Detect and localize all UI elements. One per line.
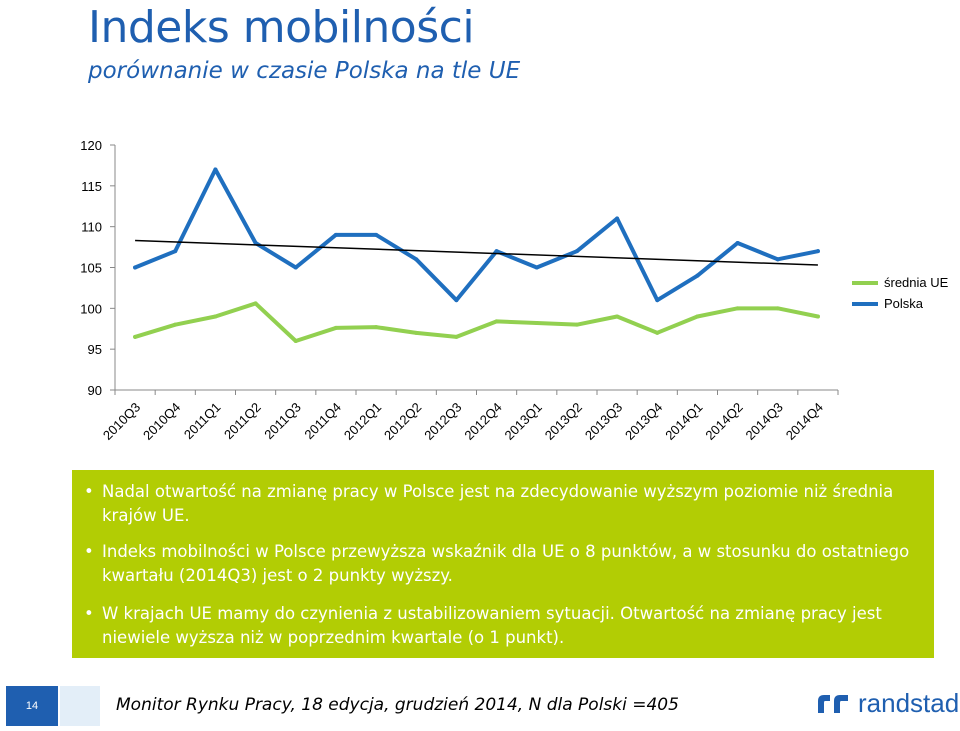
randstad-logo-icon — [818, 694, 848, 713]
data-point — [615, 314, 620, 319]
x-tick-label: 2011Q3 — [261, 400, 304, 443]
data-point — [655, 298, 660, 303]
trend-line — [135, 239, 818, 266]
bullet-dot-icon: • — [84, 604, 94, 623]
data-point — [574, 249, 579, 254]
data-point — [615, 216, 620, 221]
data-point — [454, 334, 459, 339]
summary-box: • Nadal otwartość na zmianę pracy w Pols… — [72, 470, 934, 658]
data-point — [253, 301, 258, 306]
data-point — [213, 314, 218, 319]
randstad-logo: randstad — [816, 688, 959, 719]
data-point — [333, 325, 338, 330]
bullet-dot-icon: • — [84, 482, 94, 501]
x-tick-label: 2010Q3 — [100, 400, 143, 443]
data-point — [574, 322, 579, 327]
randstad-logo-text: randstad — [858, 688, 960, 718]
series-line-poland — [133, 167, 820, 303]
data-point — [815, 314, 820, 319]
data-point — [494, 249, 499, 254]
x-tick-label: 2012Q2 — [381, 400, 424, 443]
data-point — [534, 321, 539, 326]
data-point — [374, 325, 379, 330]
legend-swatch-eu — [852, 280, 878, 285]
chart-legend: średnia UE Polska — [852, 272, 948, 314]
legend-item-poland: Polska — [852, 293, 948, 314]
data-point — [133, 265, 138, 270]
data-point — [695, 273, 700, 278]
bullet-item: • W krajach UE mamy do czynienia z ustab… — [84, 602, 924, 650]
data-point — [655, 330, 660, 335]
bullet-dot-icon: • — [84, 542, 94, 561]
data-point — [534, 265, 539, 270]
y-tick-label: 120 — [80, 138, 102, 153]
footer-source: Monitor Rynku Pracy, 18 edycja, grudzień… — [116, 695, 679, 715]
bullet-item: • Nadal otwartość na zmianę pracy w Pols… — [84, 480, 924, 528]
legend-label-poland: Polska — [884, 296, 924, 311]
x-tick-label: 2013Q3 — [582, 400, 625, 443]
data-point — [815, 249, 820, 254]
data-point — [293, 339, 298, 343]
x-tick-label: 2011Q4 — [301, 400, 344, 443]
x-tick-label: 2012Q3 — [421, 400, 464, 443]
data-point — [775, 306, 780, 311]
data-point — [735, 306, 740, 311]
data-point — [253, 241, 258, 245]
x-tick-label: 2012Q1 — [341, 400, 384, 443]
data-point — [213, 167, 218, 172]
x-tick-label: 2013Q1 — [502, 400, 545, 443]
data-point — [173, 249, 178, 254]
y-tick-label: 100 — [80, 301, 102, 316]
page-subtitle: porównanie w czasie Polska na tle UE — [88, 58, 521, 84]
data-point — [775, 257, 780, 262]
data-point — [173, 322, 178, 327]
data-point — [494, 319, 499, 324]
footer-decoration — [60, 686, 100, 726]
data-point — [414, 257, 419, 262]
bullet-item: • Indeks mobilności w Polsce przewyższa … — [84, 540, 924, 588]
data-point — [414, 330, 419, 335]
page-title: Indeks mobilności — [88, 2, 475, 53]
x-tick-label: 2014Q1 — [662, 400, 705, 443]
x-tick-label: 2014Q3 — [743, 400, 786, 443]
x-tick-label: 2011Q1 — [181, 400, 224, 443]
data-point — [454, 298, 459, 303]
x-tick-label: 2012Q4 — [461, 400, 504, 443]
data-point — [695, 314, 700, 319]
x-tick-label: 2013Q4 — [622, 400, 665, 443]
legend-label-eu: średnia UE — [884, 275, 949, 290]
x-tick-label: 2010Q4 — [140, 400, 183, 443]
legend-item-eu: średnia UE — [852, 272, 948, 293]
y-tick-label: 90 — [88, 383, 102, 398]
y-tick-label: 115 — [81, 179, 102, 194]
line-chart: 90951001051101151202010Q32010Q42011Q1201… — [80, 138, 839, 443]
y-tick-label: 110 — [81, 220, 102, 235]
data-point — [735, 241, 740, 245]
data-point — [293, 265, 298, 270]
data-point — [374, 232, 379, 237]
data-point — [133, 334, 138, 339]
x-tick-label: 2014Q4 — [783, 400, 826, 443]
x-tick-label: 2013Q2 — [542, 400, 585, 443]
page-number: 14 — [6, 686, 58, 726]
bullet-text: Indeks mobilności w Polsce przewyższa ws… — [102, 542, 910, 585]
y-tick-label: 95 — [88, 342, 102, 357]
series-line-eu — [133, 301, 820, 343]
x-tick-label: 2011Q2 — [221, 400, 264, 443]
data-point — [333, 232, 338, 237]
x-tick-label: 2014Q2 — [702, 400, 745, 443]
bullet-text: Nadal otwartość na zmianę pracy w Polsce… — [102, 482, 894, 525]
bullet-text: W krajach UE mamy do czynienia z ustabil… — [102, 604, 882, 647]
legend-swatch-poland — [852, 301, 878, 306]
y-tick-label: 105 — [80, 261, 102, 276]
